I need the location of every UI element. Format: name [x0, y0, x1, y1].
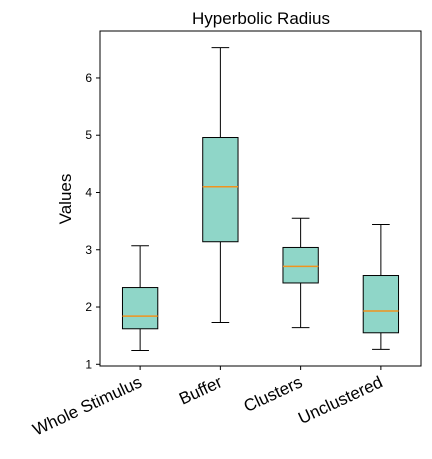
x-tick-label: Whole Stimulus — [30, 372, 145, 439]
x-tick-label: Clusters — [241, 372, 306, 416]
iqr-box — [282, 246, 319, 284]
y-tick-label: 5 — [85, 128, 92, 142]
y-tick-label: 3 — [85, 243, 92, 257]
y-tick-label: 1 — [85, 357, 92, 371]
iqr-box — [121, 287, 159, 330]
box-1 — [202, 47, 239, 323]
box-2 — [282, 217, 319, 329]
box-3 — [362, 224, 400, 350]
y-tick-label: 2 — [85, 300, 92, 314]
y-tick-label: 4 — [85, 185, 92, 199]
y-tick-label: 6 — [85, 71, 92, 85]
plot-area-frame — [99, 30, 422, 367]
y-axis-label: Values — [56, 174, 75, 225]
box-0 — [121, 245, 159, 352]
boxes-layer — [121, 47, 400, 352]
x-tick-label: Buffer — [176, 372, 225, 408]
x-tick-label: Unclustered — [295, 372, 385, 428]
y-axis: 1 2 3 4 5 6 — [85, 71, 100, 371]
iqr-box — [202, 137, 239, 243]
chart-title: Hyperbolic Radius — [192, 9, 330, 28]
iqr-box — [362, 275, 400, 334]
